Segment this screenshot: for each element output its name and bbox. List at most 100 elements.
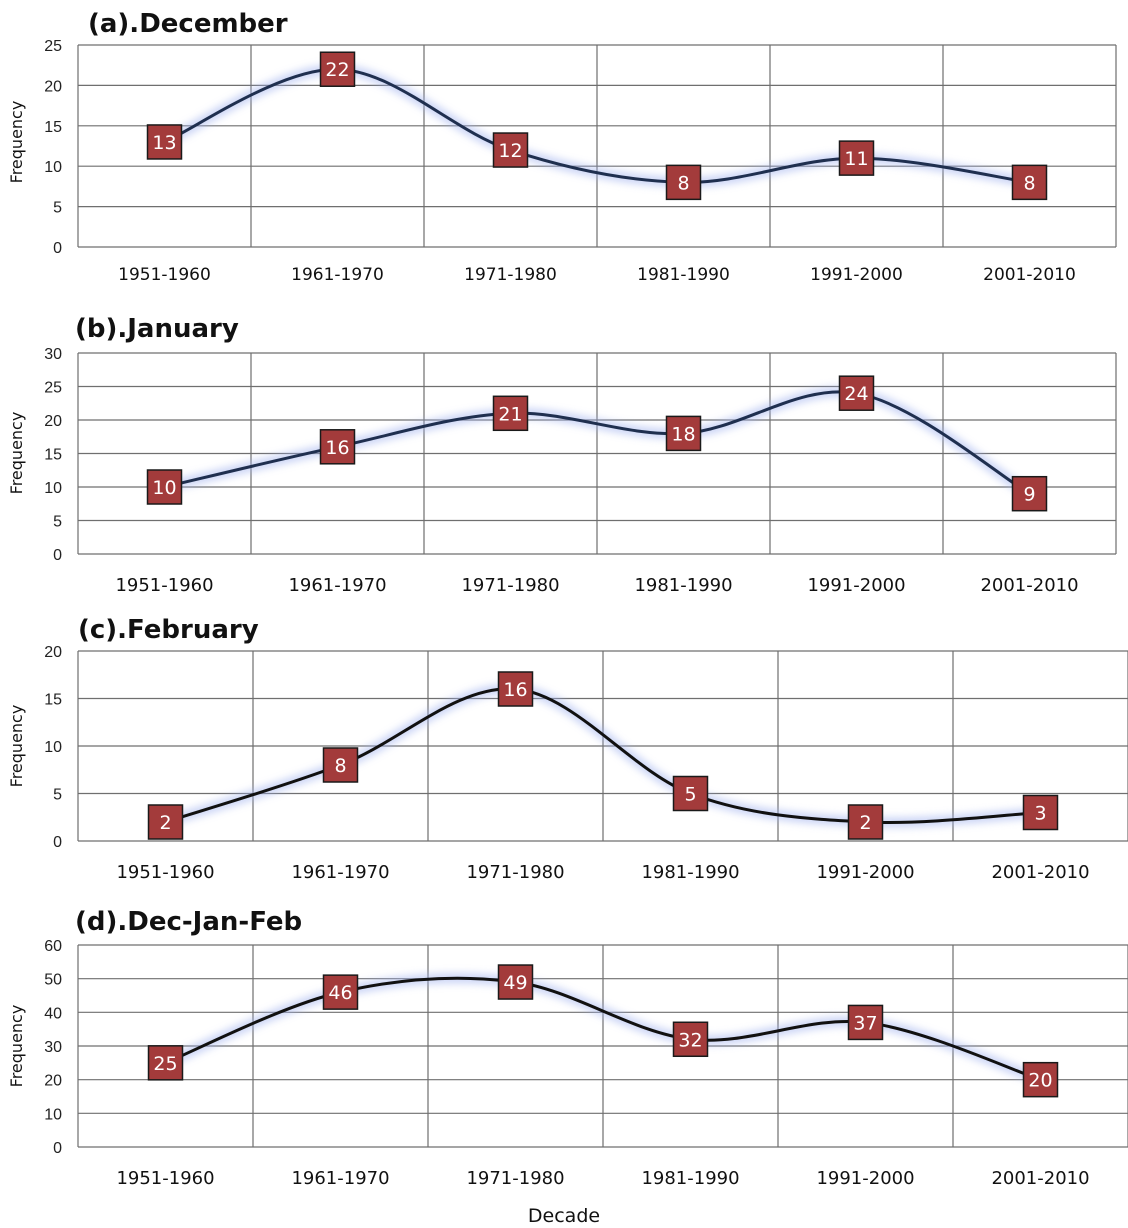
x-tick-label: 1951-1960 — [118, 265, 211, 285]
data-label: 8 — [677, 172, 689, 194]
x-tick-label: 1991-2000 — [807, 575, 905, 596]
y-tick-label: 10 — [44, 739, 62, 756]
data-label: 10 — [152, 477, 176, 499]
x-tick-label: 1961-1970 — [288, 575, 386, 596]
data-label: 16 — [503, 679, 527, 701]
x-tick-label: 1981-1990 — [641, 862, 739, 883]
y-tick-label: 5 — [53, 514, 62, 531]
data-label: 13 — [152, 132, 176, 154]
chart-title: (d).Dec-Jan-Feb — [75, 907, 302, 937]
data-label: 21 — [498, 403, 522, 425]
y-axis-label: Frequency — [7, 1005, 26, 1088]
y-axis-label: Frequency — [7, 101, 26, 184]
data-point-marker — [838, 140, 875, 176]
data-point-marker — [146, 124, 183, 160]
x-tick-label: 1951-1960 — [116, 1168, 214, 1189]
data-label: 16 — [325, 437, 349, 459]
y-axis-label: Frequency — [7, 412, 26, 495]
data-label: 3 — [1034, 803, 1046, 825]
y-tick-label: 30 — [44, 346, 62, 363]
data-point-marker — [1011, 164, 1048, 201]
data-point-marker — [322, 974, 359, 1010]
x-tick-label: 1991-2000 — [816, 1168, 914, 1189]
chart-title: (b).January — [75, 314, 239, 344]
chart-panel-2: (c).February 0 5 10 15 20 Frequency 1951-1960 19… — [7, 615, 1128, 883]
data-point-marker — [319, 429, 356, 465]
chart-title: (c).February — [78, 615, 259, 645]
data-label: 46 — [328, 982, 352, 1004]
chart-title: (a).December — [88, 9, 288, 39]
x-tick-label: 1961-1970 — [291, 1168, 389, 1189]
data-label: 24 — [844, 383, 868, 405]
y-tick-label: 0 — [53, 240, 62, 257]
x-tick-label: 2001-2010 — [991, 862, 1089, 883]
data-point-marker — [146, 469, 183, 505]
data-label: 2 — [159, 812, 171, 834]
data-point-marker — [672, 1021, 709, 1058]
x-tick-label: 1971-1980 — [464, 265, 557, 285]
y-tick-label: 0 — [53, 1140, 62, 1157]
x-tick-label: 1991-2000 — [816, 862, 914, 883]
data-point-marker — [838, 375, 875, 411]
data-label: 18 — [671, 423, 695, 445]
data-label: 20 — [1028, 1070, 1052, 1092]
series-line — [164, 390, 1031, 495]
y-tick-label: 15 — [44, 447, 62, 464]
y-tick-label: 5 — [53, 200, 62, 217]
data-label: 22 — [325, 59, 349, 81]
data-label: 2 — [859, 812, 871, 834]
y-tick-label: 50 — [44, 972, 62, 989]
x-tick-label: 1981-1990 — [641, 1168, 739, 1189]
data-point-marker — [319, 51, 356, 87]
y-tick-label: 20 — [44, 644, 62, 661]
x-tick-label: 2001-2010 — [991, 1168, 1089, 1189]
y-tick-label: 20 — [44, 413, 62, 430]
data-point-marker — [665, 164, 702, 201]
chart-panel-3: (d).Dec-Jan-Feb 0 10 20 30 40 50 60 Frequency 195… — [7, 907, 1128, 1189]
chart-panel-1: (b).January 0 5 10 15 20 25 30 Frequency 1951-196… — [7, 314, 1117, 596]
series-line — [163, 67, 1030, 184]
x-tick-label: 1981-1990 — [637, 265, 730, 285]
y-tick-label: 20 — [44, 78, 62, 95]
x-tick-label: 1981-1990 — [634, 575, 732, 596]
data-point-marker — [672, 775, 709, 812]
data-point-marker — [497, 964, 534, 1000]
data-point-marker — [492, 132, 529, 168]
series-line — [164, 976, 1041, 1082]
data-point-marker — [322, 747, 359, 783]
data-label: 9 — [1023, 484, 1035, 506]
data-label: 8 — [334, 755, 346, 777]
data-point-marker — [665, 415, 702, 452]
y-tick-label: 15 — [44, 119, 62, 136]
data-point-marker — [1011, 475, 1048, 512]
y-tick-label: 10 — [44, 480, 62, 497]
data-point-marker — [847, 1004, 884, 1041]
data-label: 8 — [1023, 172, 1035, 194]
data-point-marker — [147, 1045, 184, 1081]
y-tick-label: 60 — [44, 938, 62, 955]
y-tick-label: 10 — [44, 159, 62, 176]
y-tick-label: 15 — [44, 692, 62, 709]
data-label: 12 — [498, 140, 522, 162]
data-point-marker — [1022, 1061, 1059, 1098]
data-point-marker — [492, 395, 529, 432]
x-axis-label: Decade — [528, 1205, 600, 1227]
y-tick-label: 0 — [53, 547, 62, 564]
x-tick-label: 1951-1960 — [116, 862, 214, 883]
x-tick-label: 1991-2000 — [810, 265, 903, 285]
data-label: 49 — [503, 972, 527, 994]
y-tick-label: 5 — [53, 787, 62, 804]
data-point-marker — [1022, 794, 1059, 831]
chart-panel-0: (a).December 0 5 10 15 20 25 Frequency 1951-1960… — [7, 9, 1117, 285]
y-tick-label: 20 — [44, 1073, 62, 1090]
y-axis-label: Frequency — [7, 705, 26, 788]
x-tick-label: 2001-2010 — [980, 575, 1078, 596]
data-label: 37 — [853, 1012, 877, 1034]
data-point-marker — [497, 671, 534, 707]
x-tick-label: 1951-1960 — [115, 575, 213, 596]
data-label: 11 — [844, 148, 868, 170]
y-tick-label: 10 — [44, 1106, 62, 1123]
x-tick-label: 1971-1980 — [466, 1168, 564, 1189]
x-tick-label: 1961-1970 — [291, 265, 384, 285]
